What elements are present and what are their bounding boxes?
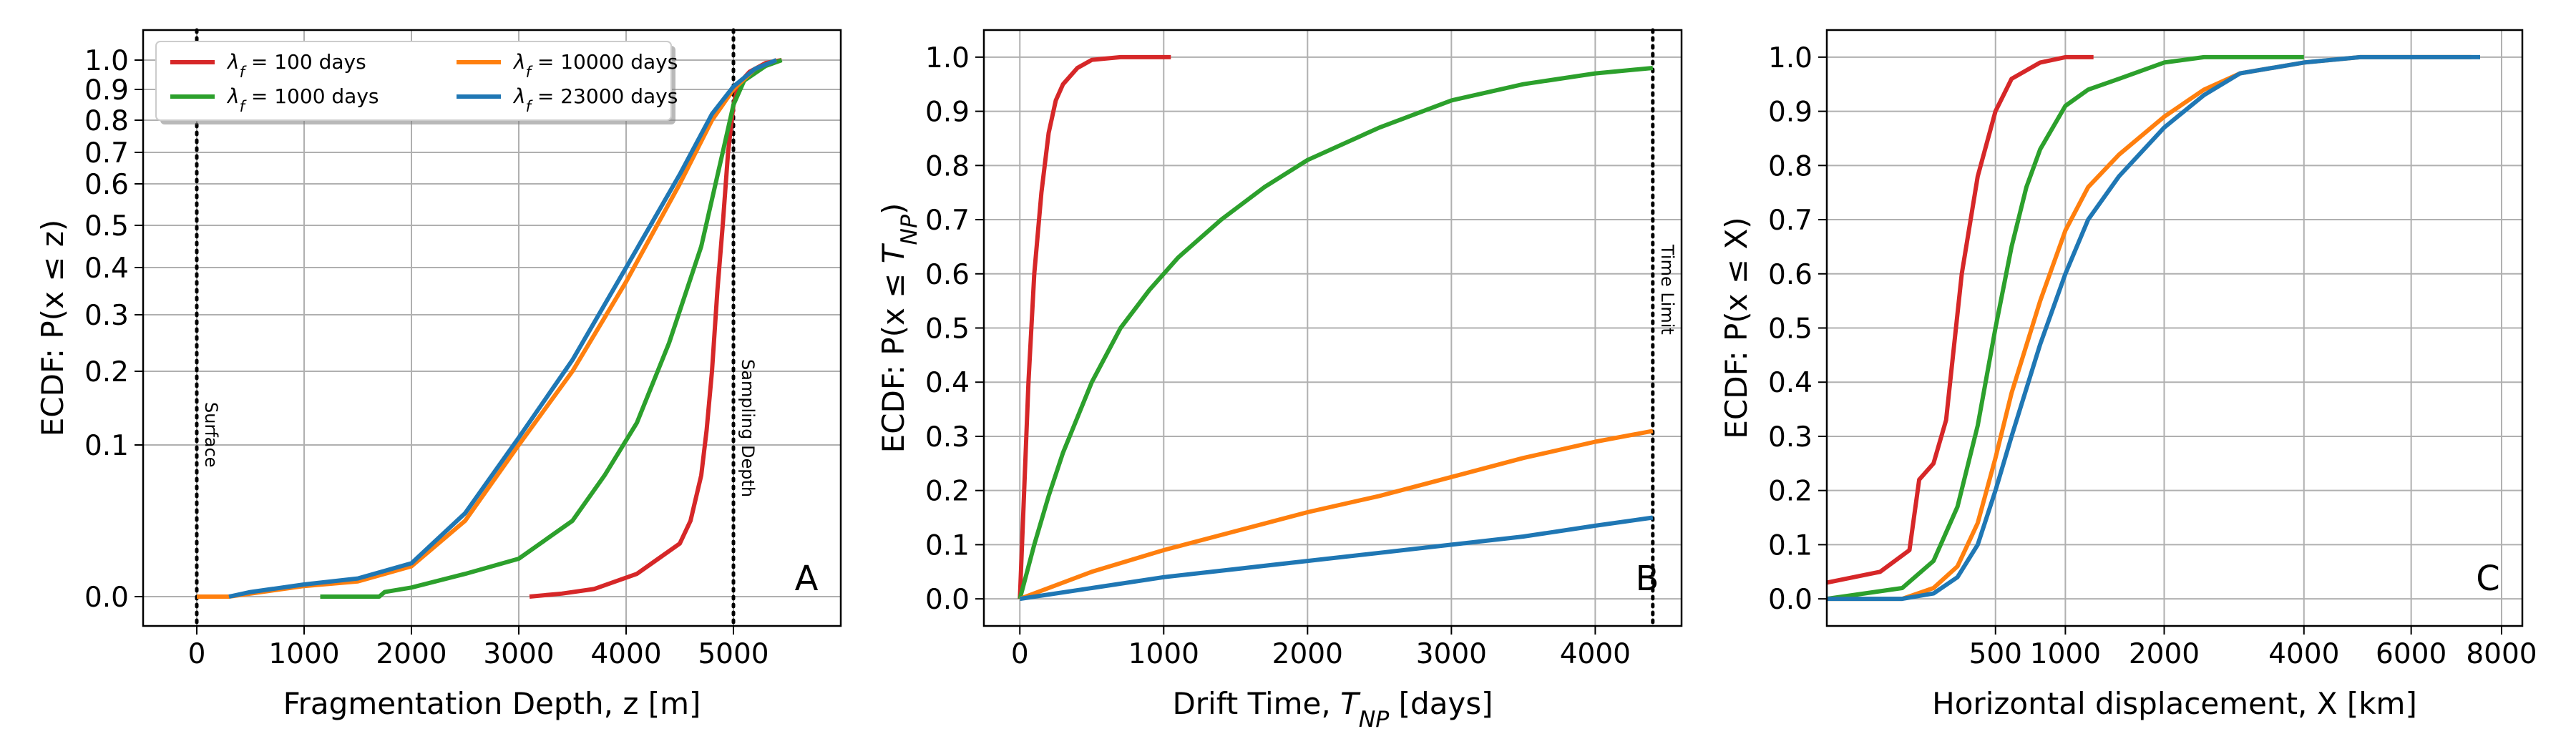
x-tick-label: 4000 xyxy=(590,638,661,670)
x-axis-label: Drift Time, TNP [days] xyxy=(1172,686,1493,733)
x-axis-label: Horizontal displacement, X [km] xyxy=(1932,686,2417,721)
y-tick-label: 0.3 xyxy=(84,300,129,332)
x-tick-label: 4000 xyxy=(2268,638,2339,670)
y-tick-label: 0.3 xyxy=(1768,421,1813,454)
panel-B: Time Limit 0 1000 2000 3000 4000 0.0 0.1 0.2 0.3 0… xyxy=(876,28,1683,733)
y-tick-label: 0.7 xyxy=(925,205,970,237)
y-tick-label: 0.9 xyxy=(1768,97,1813,129)
reference-line-label: Sampling Depth xyxy=(738,359,758,497)
x-tick-label: 0 xyxy=(1011,638,1029,670)
y-tick-label: 0.9 xyxy=(84,74,129,107)
y-tick-label: 0.5 xyxy=(84,210,129,243)
y-tick-label: 0.8 xyxy=(925,150,970,182)
x-tick-label: 500 xyxy=(1969,638,2022,670)
y-tick-label: 0.0 xyxy=(925,584,970,616)
y-tick-label: 0.4 xyxy=(1768,367,1813,399)
panel-letter: B xyxy=(1636,559,1659,599)
y-tick-label: 0.5 xyxy=(925,313,970,346)
series-line xyxy=(1826,54,2304,602)
y-tick-label: 0.1 xyxy=(925,529,970,562)
series-line xyxy=(228,58,778,599)
x-tick-label: 1000 xyxy=(2030,638,2101,670)
series-line xyxy=(1018,54,1171,599)
x-tick-label: 2000 xyxy=(376,638,447,670)
series-line xyxy=(1019,515,1654,602)
y-tick-label: 1.0 xyxy=(925,42,970,74)
x-tick-label: 1000 xyxy=(268,638,339,670)
panel-C: 500 1000 2000 4000 6000 8000 0.0 0.1 0.2 0.3 0.4 0.… xyxy=(1719,29,2537,721)
y-tick-label: 0.4 xyxy=(925,367,970,399)
y-tick-label: 0.3 xyxy=(925,421,970,454)
y-axis-label: ECDF: P(x ≤ TNP) xyxy=(876,203,922,454)
reference-line-label: Time Limit xyxy=(1657,244,1677,335)
panel-A: Surface Sampling Depth 0 1000 2000 3000 4000 50… xyxy=(35,28,842,721)
x-tick-label: 5000 xyxy=(698,638,769,670)
y-tick-label: 0.6 xyxy=(84,169,129,201)
y-tick-label: 0.4 xyxy=(84,253,129,285)
x-tick-label: 3000 xyxy=(483,638,554,670)
x-tick-label: 1000 xyxy=(1128,638,1199,670)
x-tick-label: 2000 xyxy=(1272,638,1343,670)
y-tick-label: 0.8 xyxy=(1768,150,1813,182)
y-tick-label: 0.9 xyxy=(925,97,970,129)
y-tick-label: 0.5 xyxy=(1768,313,1813,346)
y-tick-label: 0.2 xyxy=(925,476,970,508)
y-tick-label: 0.1 xyxy=(84,430,129,462)
y-tick-label: 0.8 xyxy=(84,105,129,137)
y-tick-label: 1.0 xyxy=(1768,42,1813,74)
y-tick-label: 0.2 xyxy=(1768,476,1813,508)
x-tick-label: 8000 xyxy=(2466,638,2537,670)
y-tick-label: 1.0 xyxy=(84,45,129,77)
y-axis-label: ECDF: P(x ≤ X) xyxy=(1719,217,1754,439)
x-tick-label: 2000 xyxy=(2129,638,2200,670)
series-line xyxy=(1019,429,1654,601)
series-line xyxy=(529,58,783,599)
x-tick-label: 6000 xyxy=(2376,638,2446,670)
x-tick-label: 3000 xyxy=(1416,638,1487,670)
y-tick-label: 0.0 xyxy=(1768,584,1813,616)
y-tick-label: 0.7 xyxy=(1768,205,1813,237)
x-tick-label: 4000 xyxy=(1560,638,1631,670)
axes-frame xyxy=(142,29,842,627)
y-tick-label: 0.7 xyxy=(84,137,129,170)
legend-box xyxy=(155,41,672,121)
y-tick-label: 0.6 xyxy=(925,259,970,291)
reference-line-label: Surface xyxy=(201,402,221,467)
y-axis-label: ECDF: P(x ≤ z) xyxy=(35,220,70,437)
series-line xyxy=(1018,66,1654,599)
x-axis-label: Fragmentation Depth, z [m] xyxy=(283,686,701,721)
series-line xyxy=(1827,54,2480,602)
y-tick-label: 0.1 xyxy=(1768,529,1813,562)
y-tick-label: 0.2 xyxy=(84,356,129,388)
y-tick-label: 0.0 xyxy=(84,582,129,614)
series-line xyxy=(1826,54,2094,585)
panel-letter: C xyxy=(2476,559,2500,599)
series-line xyxy=(320,58,783,599)
y-tick-label: 0.6 xyxy=(1768,259,1813,291)
x-tick-label: 0 xyxy=(188,638,206,670)
panel-letter: A xyxy=(795,559,819,599)
